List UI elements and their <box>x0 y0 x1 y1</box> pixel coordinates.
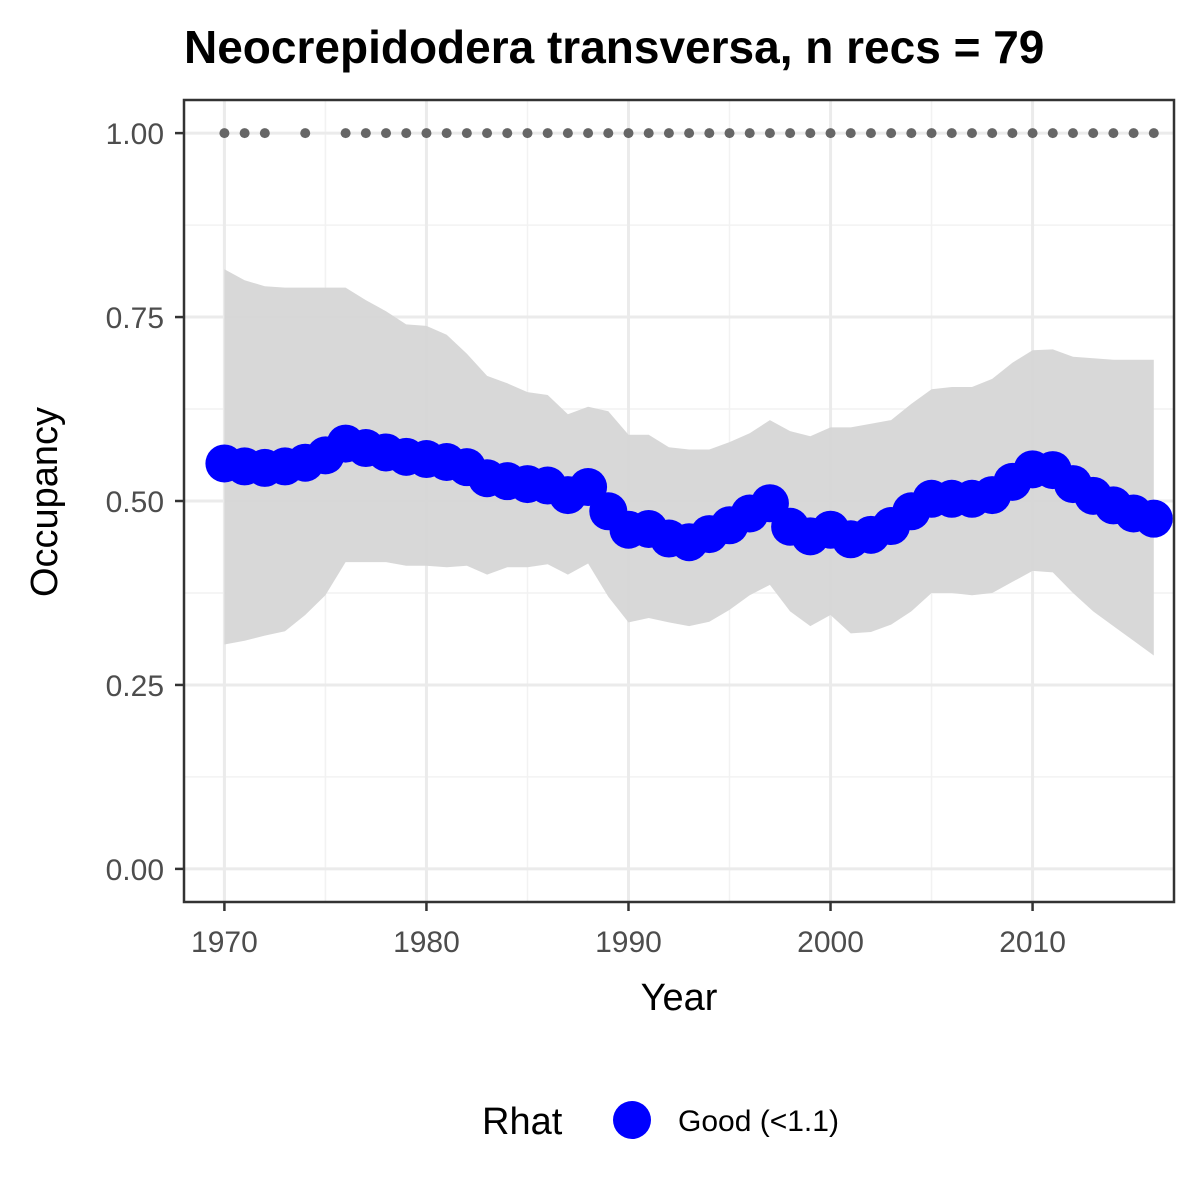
record-point <box>1128 128 1139 139</box>
record-point <box>340 128 351 139</box>
record-point <box>805 128 816 139</box>
record-point <box>1088 128 1099 139</box>
record-point <box>259 128 270 139</box>
record-point <box>1007 128 1018 139</box>
record-point <box>825 128 836 139</box>
y-tick-label: 0.00 <box>106 854 164 887</box>
record-point <box>461 128 472 139</box>
y-tick-label: 0.75 <box>106 302 164 335</box>
x-tick-label: 2000 <box>797 926 864 959</box>
record-point <box>845 128 856 139</box>
x-tick-label: 1970 <box>191 926 258 959</box>
record-point <box>684 128 695 139</box>
record-point <box>704 128 715 139</box>
y-axis-title: Occupancy <box>24 407 66 597</box>
legend-title: Rhat <box>482 1101 563 1143</box>
record-point <box>401 128 412 139</box>
record-point <box>1047 128 1058 139</box>
record-point <box>865 128 876 139</box>
record-point <box>482 128 493 139</box>
record-point <box>219 128 230 139</box>
record-point <box>421 128 432 139</box>
record-point <box>1108 128 1119 139</box>
legend-label-good: Good (<1.1) <box>678 1105 839 1138</box>
legend-key-good <box>613 1101 651 1139</box>
record-point <box>966 128 977 139</box>
record-point <box>623 128 634 139</box>
y-tick-label: 0.50 <box>106 486 164 519</box>
record-point <box>381 128 392 139</box>
record-point <box>886 128 897 139</box>
x-tick-label: 1990 <box>595 926 662 959</box>
record-point <box>744 128 755 139</box>
record-point <box>724 128 735 139</box>
record-point <box>583 128 594 139</box>
record-point <box>300 128 311 139</box>
record-point <box>502 128 513 139</box>
x-axis-title: Year <box>641 977 718 1019</box>
occupancy-point <box>1134 499 1173 538</box>
plot-panel <box>182 98 1176 904</box>
record-point <box>663 128 674 139</box>
record-point <box>785 128 796 139</box>
record-point <box>239 128 250 139</box>
record-point <box>603 128 614 139</box>
record-point <box>987 128 998 139</box>
record-point <box>946 128 957 139</box>
record-point <box>522 128 533 139</box>
record-point <box>1148 128 1159 139</box>
record-point <box>1067 128 1078 139</box>
record-point <box>906 128 917 139</box>
x-tick-label: 1980 <box>393 926 460 959</box>
y-tick-label: 0.25 <box>106 670 164 703</box>
record-point <box>542 128 553 139</box>
record-point <box>441 128 452 139</box>
y-tick-label: 1.00 <box>106 118 164 151</box>
chart-title: Neocrepidodera transversa, n recs = 79 <box>184 21 1044 73</box>
record-point <box>764 128 775 139</box>
x-tick-label: 2010 <box>999 926 1066 959</box>
record-point <box>562 128 573 139</box>
record-point <box>643 128 654 139</box>
record-point <box>360 128 371 139</box>
legend: Rhat Good (<1.1) <box>482 1101 839 1143</box>
record-point <box>926 128 937 139</box>
record-point <box>1027 128 1038 139</box>
credible-interval-ribbon <box>224 269 1154 656</box>
